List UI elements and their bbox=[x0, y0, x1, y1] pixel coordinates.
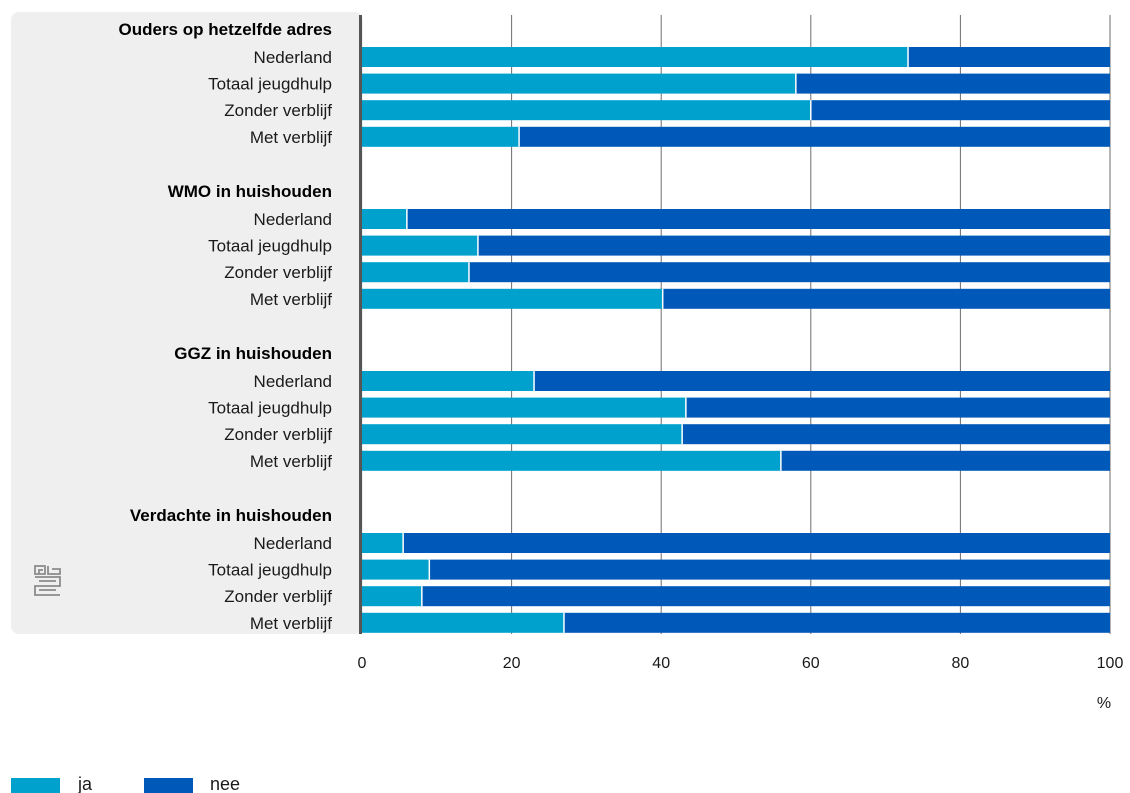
bar-segment-nee bbox=[519, 126, 1110, 147]
category-label: Totaal jeugdhulp bbox=[208, 237, 332, 256]
bar-segment-ja bbox=[362, 533, 404, 553]
bar-segment-nee bbox=[780, 450, 1110, 471]
category-label: Totaal jeugdhulp bbox=[208, 399, 332, 418]
group-title: GGZ in huishouden bbox=[174, 344, 332, 363]
category-label: Met verblijf bbox=[250, 128, 332, 147]
category-label: Met verblijf bbox=[250, 290, 332, 309]
group-title: Ouders op hetzelfde adres bbox=[119, 20, 333, 39]
group-title: WMO in huishouden bbox=[168, 182, 332, 201]
gridlines bbox=[511, 15, 1111, 634]
x-tick-label: 20 bbox=[503, 655, 521, 672]
bar-segment-nee bbox=[908, 47, 1110, 67]
bar-segment-nee bbox=[685, 397, 1110, 418]
bar-segment-ja bbox=[362, 559, 430, 580]
bar-segment-ja bbox=[362, 424, 683, 445]
bar-segment-nee bbox=[682, 424, 1110, 445]
category-label: Zonder verblijf bbox=[224, 101, 332, 120]
legend-swatch-ja bbox=[11, 778, 60, 793]
legend-swatch-nee bbox=[144, 778, 193, 793]
y-axis-line bbox=[359, 15, 362, 634]
x-tick-label: 60 bbox=[802, 655, 820, 672]
bar-segment-ja bbox=[362, 586, 422, 607]
category-label: Nederland bbox=[254, 534, 332, 553]
bar-segment-ja bbox=[362, 100, 811, 121]
category-label: Totaal jeugdhulp bbox=[208, 75, 332, 94]
category-label: Zonder verblijf bbox=[224, 263, 332, 282]
bar-segment-nee bbox=[534, 371, 1110, 391]
category-label: Nederland bbox=[254, 372, 332, 391]
bar-segment-ja bbox=[362, 612, 564, 633]
category-label: Met verblijf bbox=[250, 614, 332, 633]
category-label: Nederland bbox=[254, 210, 332, 229]
category-label: Zonder verblijf bbox=[224, 425, 332, 444]
bar-segment-ja bbox=[362, 262, 469, 283]
bar-segment-nee bbox=[795, 73, 1110, 94]
legend-label-nee: nee bbox=[210, 774, 240, 793]
bar-segment-nee bbox=[810, 100, 1110, 121]
bar-segment-ja bbox=[362, 397, 686, 418]
bars bbox=[362, 47, 1111, 633]
bar-segment-nee bbox=[429, 559, 1110, 580]
bar-segment-ja bbox=[362, 450, 781, 471]
category-label: Nederland bbox=[254, 48, 332, 67]
legend: ja nee bbox=[11, 774, 240, 793]
label-panel bbox=[11, 12, 363, 634]
x-tick-label: 40 bbox=[652, 655, 670, 672]
x-tick-label: 0 bbox=[358, 655, 367, 672]
x-tick-label: 100 bbox=[1097, 655, 1124, 672]
category-label: Met verblijf bbox=[250, 452, 332, 471]
x-unit-label: % bbox=[1097, 695, 1111, 712]
bar-segment-ja bbox=[362, 235, 478, 256]
category-label: Zonder verblijf bbox=[224, 587, 332, 606]
bar-segment-ja bbox=[362, 288, 663, 309]
bar-segment-ja bbox=[362, 47, 909, 67]
bar-segment-nee bbox=[468, 262, 1110, 283]
bar-segment-ja bbox=[362, 126, 520, 147]
category-labels: Ouders op hetzelfde adres Nederland Totaal… bbox=[119, 20, 333, 633]
x-tick-labels: 0 20 40 60 80 100 bbox=[358, 655, 1124, 672]
bar-segment-nee bbox=[421, 586, 1111, 607]
x-tick-label: 80 bbox=[952, 655, 970, 672]
legend-label-ja: ja bbox=[77, 774, 93, 793]
bar-segment-ja bbox=[362, 73, 796, 94]
category-label: Totaal jeugdhulp bbox=[208, 561, 332, 580]
bar-segment-nee bbox=[406, 209, 1110, 229]
bar-segment-ja bbox=[362, 209, 407, 229]
bar-segment-nee bbox=[563, 612, 1110, 633]
group-title: Verdachte in huishouden bbox=[130, 506, 332, 525]
bar-segment-nee bbox=[403, 533, 1110, 553]
bar-segment-ja bbox=[362, 371, 535, 391]
bar-segment-nee bbox=[662, 288, 1110, 309]
cbs-logo-icon bbox=[34, 565, 61, 596]
bar-segment-nee bbox=[477, 235, 1110, 256]
